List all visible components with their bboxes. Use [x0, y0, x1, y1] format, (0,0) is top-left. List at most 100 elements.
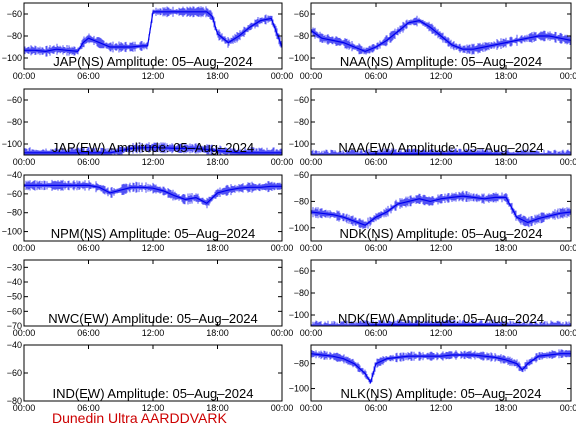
panel-title: JAP(NS) Amplitude: 05–Aug–2024 [53, 54, 252, 69]
x-tick-label: 00:00 [271, 243, 294, 253]
x-tick-label: 12:00 [430, 157, 453, 167]
y-tick-label: −100 [289, 384, 309, 394]
y-tick-label: −80 [294, 288, 309, 298]
x-tick-label: 18:00 [495, 243, 518, 253]
x-tick-label: 12:00 [430, 328, 453, 338]
panel-title: JAP(EW) Amplitude: 05–Aug–2024 [52, 140, 254, 155]
y-tick-label: −60 [294, 266, 309, 276]
panel-title: NDK(EW) Amplitude: 05–Aug–2024 [338, 311, 544, 326]
x-tick-label: 18:00 [206, 71, 229, 81]
y-tick-label: −100 [289, 310, 309, 320]
x-tick-label: 18:00 [495, 71, 518, 81]
series-noise [24, 6, 282, 57]
y-tick-label: −80 [294, 31, 309, 41]
x-tick-label: 06:00 [365, 328, 388, 338]
x-tick-label: 00:00 [13, 328, 36, 338]
x-tick-label: 18:00 [206, 243, 229, 253]
panel-2: 00:00 06:00 12:00 18:00 00:00 −100 −80 −60 NAA(N… [289, 2, 576, 81]
y-tick-label: −60 [7, 189, 22, 199]
x-tick-label: 12:00 [142, 328, 165, 338]
x-tick-label: 00:00 [560, 157, 576, 167]
y-tick-label: −40 [7, 340, 22, 350]
x-tick-label: 12:00 [142, 71, 165, 81]
y-tick-label: −70 [7, 321, 22, 331]
x-tick-label: 18:00 [206, 328, 229, 338]
y-tick-label: −100 [289, 53, 309, 63]
x-tick-label: 00:00 [271, 403, 294, 413]
x-tick-label: 06:00 [77, 243, 100, 253]
x-tick-label: 00:00 [560, 243, 576, 253]
x-tick-label: 00:00 [271, 71, 294, 81]
x-tick-label: 00:00 [300, 71, 323, 81]
y-tick-label: −80 [7, 208, 22, 218]
y-tick-label: −30 [7, 262, 22, 272]
panel-1: 00:00 06:00 12:00 18:00 00:00 −100 −80 −60 JAP(N… [2, 2, 294, 81]
series-noise [311, 190, 571, 230]
x-tick-label: 06:00 [365, 403, 388, 413]
series-noise [311, 15, 571, 55]
x-tick-label: 06:00 [365, 71, 388, 81]
panel-title: IND(EW) Amplitude: 05–Aug–2024 [53, 386, 254, 401]
panel-7: 00:00 06:00 12:00 18:00 00:00−70−60−50−40−30… [7, 259, 293, 338]
y-tick-label: −100 [2, 227, 22, 237]
credit-label: Dunedin Ultra AARDDVARK [52, 410, 227, 426]
x-tick-label: 06:00 [77, 403, 100, 413]
y-tick-label: −40 [7, 170, 22, 180]
y-tick-label: −100 [2, 139, 22, 149]
y-tick-label: −80 [294, 196, 309, 206]
x-tick-label: 06:00 [365, 243, 388, 253]
series-noise [24, 142, 282, 155]
x-tick-label: 06:00 [77, 157, 100, 167]
y-tick-label: −60 [7, 95, 22, 105]
panel-4: 00:00 06:00 12:00 18:00 00:00 −100 −80 −60 NAA(E… [289, 88, 576, 167]
x-tick-label: 06:00 [77, 71, 100, 81]
x-tick-label: 12:00 [430, 243, 453, 253]
panel-title: NLK(NS) Amplitude: 05–Aug–2024 [341, 386, 542, 401]
y-tick-label: −60 [7, 306, 22, 316]
y-tick-label: −60 [7, 9, 22, 19]
x-tick-label: 18:00 [495, 403, 518, 413]
x-tick-label: 18:00 [495, 328, 518, 338]
x-tick-label: 12:00 [430, 403, 453, 413]
x-tick-label: 18:00 [206, 157, 229, 167]
x-tick-label: 00:00 [300, 157, 323, 167]
x-tick-label: 12:00 [430, 71, 453, 81]
series-noise [24, 179, 282, 209]
x-tick-label: 00:00 [560, 71, 576, 81]
x-tick-label: 00:00 [13, 243, 36, 253]
y-tick-label: −80 [7, 396, 22, 406]
y-tick-label: −60 [294, 95, 309, 105]
y-tick-label: −100 [2, 53, 22, 63]
x-tick-label: 00:00 [300, 243, 323, 253]
y-tick-label: −100 [289, 139, 309, 149]
x-tick-label: 00:00 [271, 157, 294, 167]
x-tick-label: 18:00 [495, 157, 518, 167]
x-tick-label: 00:00 [13, 157, 36, 167]
y-tick-label: −60 [7, 368, 22, 378]
y-tick-label: −40 [7, 277, 22, 287]
series-noise [311, 349, 571, 384]
x-tick-label: 06:00 [77, 328, 100, 338]
panel-title: NPM(NS) Amplitude: 05–Aug–2024 [51, 226, 256, 241]
x-tick-label: 00:00 [300, 328, 323, 338]
y-tick-label: −80 [294, 359, 309, 369]
panel-6: 00:00 06:00 12:00 18:00 00:00 −100 −80 −60 NDK(N… [289, 170, 576, 253]
y-tick-label: −80 [7, 31, 22, 41]
panel-10: 00:00 06:00 12:00 18:00 00:00 −100 −80 NLK(NS) … [289, 344, 576, 413]
x-tick-label: 00:00 [13, 403, 36, 413]
x-tick-label: 00:00 [300, 403, 323, 413]
y-tick-label: −100 [289, 223, 309, 233]
panel-title: NDK(NS) Amplitude: 05–Aug–2024 [339, 226, 542, 241]
panel-title: NAA(NS) Amplitude: 05–Aug–2024 [340, 54, 542, 69]
x-tick-label: 12:00 [142, 403, 165, 413]
y-tick-label: −80 [7, 117, 22, 127]
y-tick-label: −50 [7, 292, 22, 302]
x-tick-label: 12:00 [142, 157, 165, 167]
panel-5: 00:00 06:00 12:00 18:00 00:00 −100 −80 −60 −40 NP… [2, 170, 294, 253]
x-tick-label: 00:00 [560, 403, 576, 413]
x-tick-label: 00:00 [560, 328, 576, 338]
panel-title: NWC(EW) Amplitude: 05–Aug–2024 [48, 311, 258, 326]
x-tick-label: 18:00 [206, 403, 229, 413]
x-tick-label: 06:00 [365, 157, 388, 167]
